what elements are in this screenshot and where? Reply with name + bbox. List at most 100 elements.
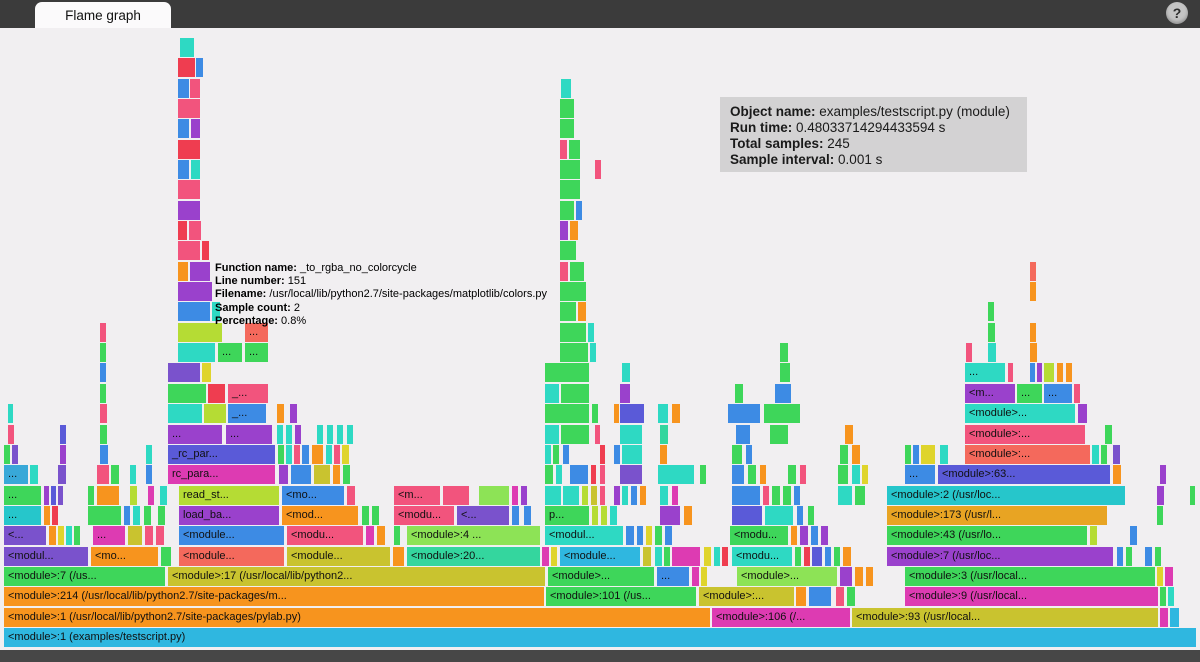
flame-bar[interactable] [646, 526, 652, 545]
flame-bar[interactable] [811, 526, 818, 545]
flame-bar[interactable] [561, 79, 571, 98]
flame-bar[interactable] [545, 384, 559, 403]
flame-bar[interactable] [838, 486, 852, 505]
flame-bar[interactable] [797, 506, 803, 525]
flame-bar[interactable] [866, 567, 873, 586]
flame-bar[interactable] [570, 465, 588, 484]
flame-bar[interactable] [362, 506, 369, 525]
flame-bar[interactable] [1165, 567, 1173, 586]
flame-bar[interactable] [714, 547, 720, 566]
flame-bar[interactable]: <module>:173 (/usr/l... [887, 506, 1107, 525]
flame-bar[interactable] [133, 506, 140, 525]
flame-bar[interactable] [168, 404, 202, 423]
flame-bar[interactable] [294, 445, 300, 464]
flame-bar[interactable] [100, 343, 106, 362]
flame-bar[interactable] [1168, 587, 1174, 606]
flame-bar[interactable] [788, 465, 796, 484]
flame-bar[interactable]: <modu... [730, 526, 788, 545]
flame-bar[interactable] [1078, 404, 1087, 423]
flame-bar[interactable] [148, 486, 154, 505]
flame-bar[interactable] [295, 425, 301, 444]
flame-bar[interactable] [208, 384, 225, 403]
flame-bar[interactable]: _... [228, 404, 266, 423]
flame-bar[interactable] [595, 425, 600, 444]
flame-bar[interactable] [852, 445, 860, 464]
flame-bar[interactable] [560, 282, 586, 301]
flame-bar[interactable] [342, 445, 349, 464]
flame-bar[interactable] [1057, 363, 1063, 382]
flame-bar[interactable] [146, 465, 152, 484]
help-button[interactable]: ? [1166, 2, 1188, 24]
flame-bar[interactable] [556, 465, 562, 484]
flame-bar[interactable]: _rc_par... [168, 445, 275, 464]
flame-bar[interactable]: <module>... [965, 404, 1075, 423]
flame-bar[interactable] [640, 486, 646, 505]
flame-bar[interactable] [168, 363, 200, 382]
flame-bar[interactable]: <module... [287, 547, 390, 566]
flame-bar[interactable] [1157, 506, 1163, 525]
flame-bar[interactable] [560, 99, 574, 118]
flame-bar[interactable] [312, 445, 323, 464]
flame-bar[interactable]: <module>:2 (/usr/loc... [887, 486, 1125, 505]
flame-bar[interactable] [1030, 323, 1036, 342]
flame-bar[interactable] [796, 587, 806, 606]
flame-bar[interactable] [178, 323, 222, 342]
flame-bar[interactable] [111, 465, 119, 484]
flame-bar[interactable] [834, 547, 840, 566]
flame-bar[interactable] [88, 486, 94, 505]
flame-bar[interactable]: <m... [965, 384, 1015, 403]
flame-bar[interactable] [600, 445, 605, 464]
flame-bar[interactable] [855, 486, 865, 505]
flame-bar[interactable] [144, 506, 151, 525]
flame-bar[interactable] [637, 526, 643, 545]
flame-bar[interactable]: _... [228, 384, 268, 403]
flame-bar[interactable] [49, 526, 56, 545]
flame-bar[interactable] [130, 486, 137, 505]
flame-bar[interactable] [578, 302, 586, 321]
flame-bar[interactable] [1030, 262, 1036, 281]
flame-bar[interactable] [545, 445, 551, 464]
flame-bar[interactable] [178, 79, 189, 98]
flame-bar[interactable] [840, 445, 848, 464]
flame-bar[interactable] [643, 547, 651, 566]
flame-bar[interactable] [512, 486, 518, 505]
flame-bar[interactable] [622, 445, 642, 464]
flame-bar[interactable] [672, 547, 700, 566]
flame-bar[interactable] [1155, 547, 1161, 566]
flame-bar[interactable] [279, 465, 288, 484]
flame-bar[interactable] [560, 323, 586, 342]
flame-bar[interactable] [8, 425, 14, 444]
flame-bar[interactable]: <module... [560, 547, 640, 566]
flame-bar[interactable]: <module>:101 (/us... [546, 587, 696, 606]
flame-bar[interactable] [1030, 282, 1036, 301]
flame-bar[interactable] [178, 221, 187, 240]
flame-bar[interactable] [780, 343, 788, 362]
flame-bar[interactable] [852, 465, 860, 484]
flame-bar[interactable] [760, 465, 766, 484]
flame-bar[interactable] [394, 526, 400, 545]
flame-bar[interactable] [560, 140, 567, 159]
flame-bar[interactable]: ... [657, 567, 689, 586]
flame-bar[interactable] [333, 465, 340, 484]
flame-bar[interactable] [764, 404, 800, 423]
flame-bar[interactable] [746, 445, 752, 464]
flame-bar[interactable]: ... [218, 343, 242, 362]
flame-bar[interactable] [52, 506, 58, 525]
flame-bar[interactable] [765, 506, 793, 525]
flame-bar[interactable] [1126, 547, 1132, 566]
flame-bar[interactable] [560, 221, 568, 240]
flame-bar[interactable] [347, 486, 355, 505]
flame-bar[interactable] [366, 526, 374, 545]
flame-bar[interactable] [1113, 445, 1120, 464]
flame-bar[interactable] [343, 465, 350, 484]
flame-bar[interactable] [855, 567, 863, 586]
flame-bar[interactable] [576, 201, 582, 220]
flame-bar[interactable] [940, 445, 948, 464]
flame-bar[interactable] [190, 262, 210, 281]
flame-bar[interactable] [66, 526, 72, 545]
flame-bar[interactable]: <module>:... [965, 425, 1085, 444]
flame-bar[interactable]: load_ba... [179, 506, 279, 525]
flame-bar[interactable] [692, 567, 699, 586]
flame-bar[interactable]: <mo... [91, 547, 158, 566]
flame-bar[interactable] [825, 547, 831, 566]
